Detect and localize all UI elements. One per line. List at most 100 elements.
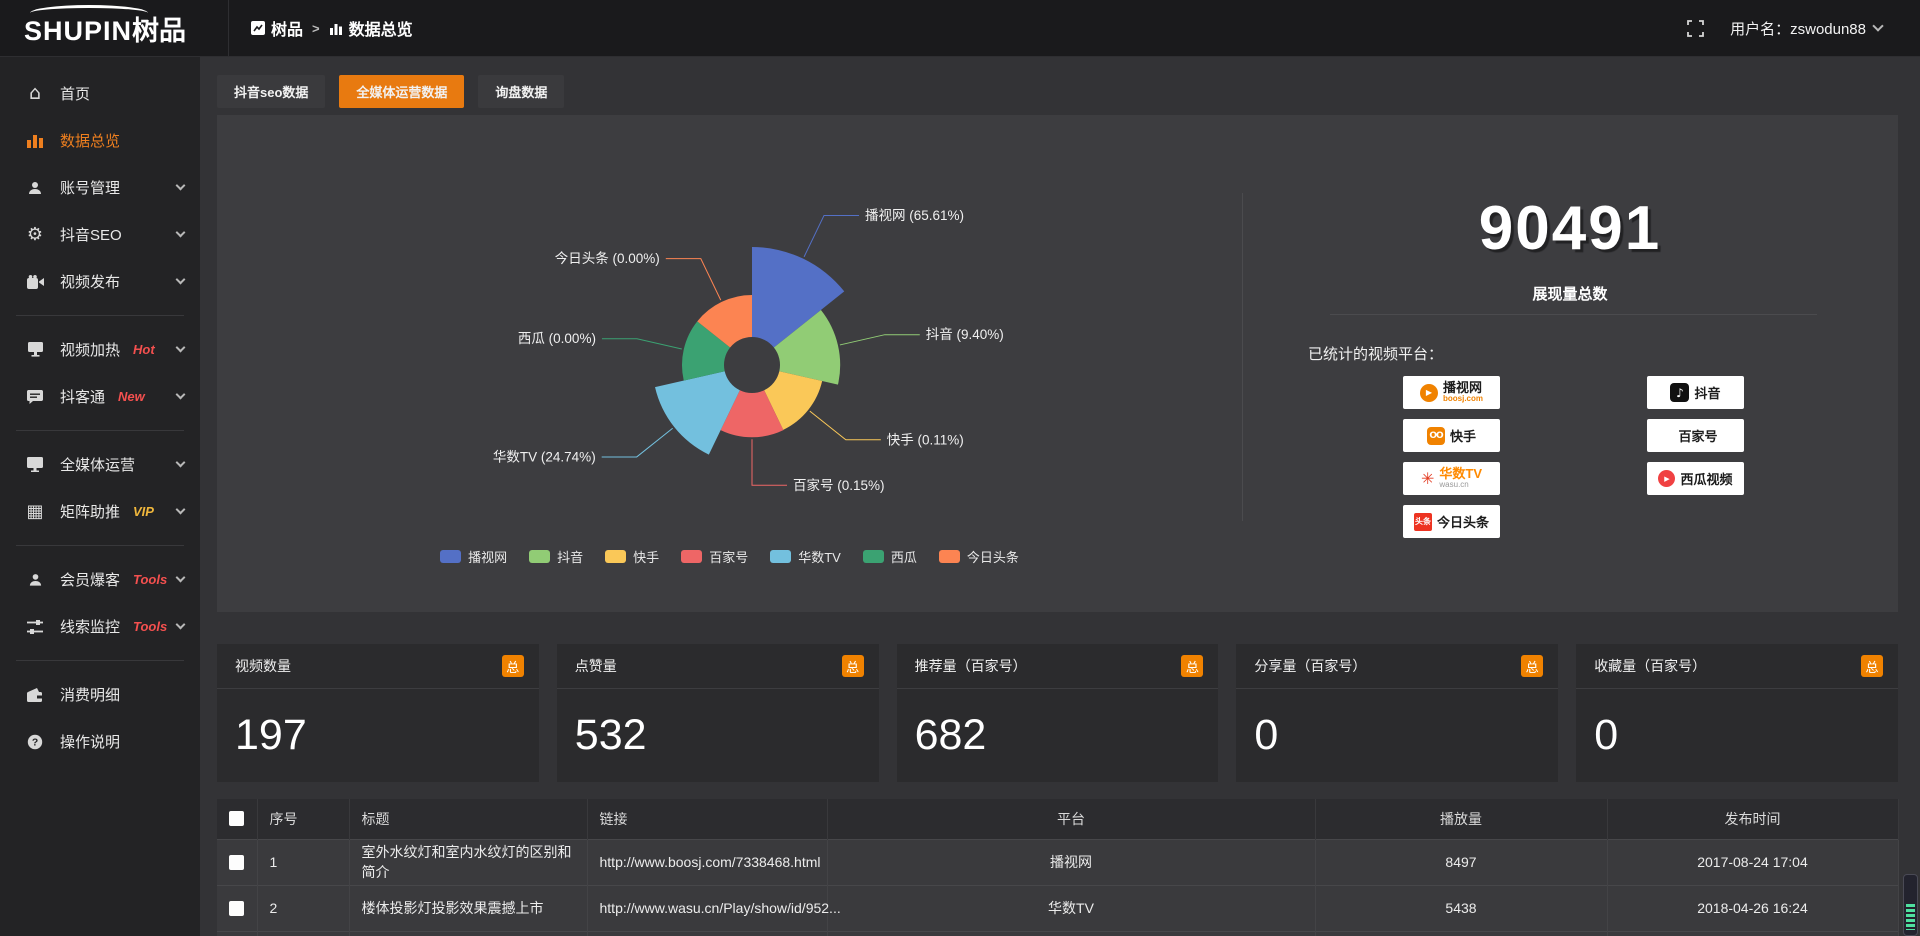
legend-swatch bbox=[770, 550, 792, 563]
breadcrumb-current[interactable]: 数据总览 bbox=[329, 16, 413, 40]
logo-text-en: SHUPIN bbox=[24, 15, 133, 46]
summary-divider bbox=[1330, 314, 1817, 315]
username[interactable]: 用户名：zswodun88 bbox=[1730, 18, 1884, 39]
topbar: SHUPIN树品 树品 > 数据总览 用户名：zswodun88 bbox=[0, 0, 1920, 57]
logo-arc bbox=[30, 4, 148, 21]
overview-panel: 播视网 (65.61%) 抖音 (9.40%) 快手 (0.11%) 百家号 (0.1… bbox=[217, 115, 1898, 612]
tab-omnimedia-data[interactable]: 全媒体运营数据 bbox=[339, 75, 465, 108]
sidebar-divider bbox=[16, 545, 184, 546]
chevron-down-icon bbox=[175, 274, 186, 285]
sidebar-item-spend-detail[interactable]: 消费明细 bbox=[0, 671, 200, 718]
row-checkbox[interactable] bbox=[229, 854, 245, 870]
tab-douyin-seo-data[interactable]: 抖音seo数据 bbox=[217, 75, 326, 108]
stat-value: 0 bbox=[1254, 711, 1279, 759]
chevron-down-icon bbox=[175, 504, 186, 515]
fullscreen-icon[interactable] bbox=[1687, 19, 1705, 37]
boosj-play-icon: ▶ bbox=[1419, 383, 1438, 402]
stat-value: 0 bbox=[1594, 711, 1619, 759]
legend-item[interactable]: 抖音 bbox=[529, 547, 583, 566]
sidebar-item-matrix-boost[interactable]: ▦ 矩阵助推 VIP bbox=[0, 488, 200, 535]
bar-chart-icon bbox=[25, 133, 45, 148]
cell-index: 1 bbox=[257, 838, 350, 885]
impressions-total-value: 90491 bbox=[1478, 194, 1662, 263]
legend-item[interactable]: 今日头条 bbox=[938, 547, 1019, 566]
sidebar: ⌂ 首页 数据总览 账号管理 ⚙ 抖音SEO 视频发布 视频加热 Hot bbox=[0, 57, 200, 936]
wasu-burst-icon: ✳ bbox=[1420, 469, 1435, 488]
wallet-icon bbox=[25, 687, 45, 702]
legend-swatch bbox=[681, 550, 703, 563]
sidebar-item-douyin-seo[interactable]: ⚙ 抖音SEO bbox=[0, 211, 200, 258]
sidebar-item-lead-monitor[interactable]: 线索监控 Tools bbox=[0, 603, 200, 650]
stat-card-favorite: 收藏量（百家号）总 0 bbox=[1576, 644, 1898, 782]
table-header-row: 序号 标题 链接 平台 播放量 发布时间 bbox=[217, 799, 1899, 839]
select-all-checkbox[interactable] bbox=[229, 811, 245, 827]
sidebar-item-home[interactable]: ⌂ 首页 bbox=[0, 70, 200, 117]
legend-item[interactable]: 快手 bbox=[605, 547, 659, 566]
sidebar-item-member-burst[interactable]: 会员爆客 Tools bbox=[0, 556, 200, 603]
cell-url-link[interactable]: http://www.boosj.com/7338468.html bbox=[587, 838, 828, 885]
legend-swatch bbox=[938, 550, 960, 563]
platforms-title: 已统计的视频平台： bbox=[1308, 346, 1444, 363]
sliders-icon bbox=[25, 619, 45, 634]
tools-badge: Tools bbox=[133, 572, 168, 587]
monitor-icon bbox=[25, 342, 45, 357]
vip-badge: VIP bbox=[133, 504, 154, 519]
summary-section: 90491 展现量总数 已统计的视频平台： ▶ 播视网 boosj.com OO … bbox=[1242, 115, 1898, 612]
cell-url-link[interactable]: http://www.wasu.cn/Play/show/id/952... bbox=[587, 884, 841, 931]
legend-item[interactable]: 西瓜 bbox=[862, 547, 917, 566]
douyin-note-icon: ♪ bbox=[1670, 383, 1690, 402]
svg-text:百家号 (0.15%): 百家号 (0.15%) bbox=[793, 477, 885, 493]
main-content: 抖音seo数据 全媒体运营数据 询盘数据 播视网 (65.61%) 抖音 (9.4… bbox=[200, 57, 1920, 936]
user-icon bbox=[25, 180, 45, 196]
breadcrumb-root[interactable]: 树品 bbox=[251, 16, 303, 40]
platform-badge-baijiahao: 百家号 bbox=[1647, 419, 1744, 452]
col-header-link: 链接 bbox=[587, 799, 828, 839]
col-header-platform: 平台 bbox=[827, 799, 1316, 839]
sidebar-item-video-publish[interactable]: 视频发布 bbox=[0, 258, 200, 305]
sidebar-item-help[interactable]: ? 操作说明 bbox=[0, 718, 200, 765]
chevron-down-icon bbox=[1872, 20, 1884, 32]
legend-item[interactable]: 百家号 bbox=[681, 547, 748, 566]
sidebar-item-data-overview[interactable]: 数据总览 bbox=[0, 117, 200, 164]
new-badge: New bbox=[118, 389, 145, 404]
platform-badges-left: ▶ 播视网 boosj.com OO 快手 ✳ 华数TV wasu.cn 头条 今日… bbox=[1403, 376, 1500, 538]
platform-badge-boosj: ▶ 播视网 boosj.com bbox=[1403, 376, 1500, 409]
sidebar-divider bbox=[16, 660, 184, 661]
col-header-plays: 播放量 bbox=[1315, 799, 1608, 839]
sidebar-item-douketong[interactable]: 抖客通 New bbox=[0, 373, 200, 420]
cell-title-link[interactable]: 室外水纹灯和室内水纹灯的区别和简介 bbox=[349, 838, 588, 885]
platform-badge-toutiao: 头条 今日头条 bbox=[1403, 505, 1500, 538]
xigua-play-icon: ▶ bbox=[1658, 470, 1676, 487]
cell-platform: 华数TV bbox=[827, 884, 1316, 931]
chevron-down-icon bbox=[175, 342, 186, 353]
cell-time: 2018-04-26 16:24 bbox=[1607, 884, 1899, 931]
legend-item[interactable]: 华数TV bbox=[770, 547, 841, 566]
bar-chart-icon bbox=[329, 23, 342, 35]
table-row: 2 楼体投影灯投影效果震撼上市 http://www.wasu.cn/Play/… bbox=[217, 884, 1899, 931]
total-badge: 总 bbox=[1860, 655, 1883, 677]
platform-badge-wasu: ✳ 华数TV wasu.cn bbox=[1403, 462, 1500, 495]
app-logo: SHUPIN树品 bbox=[0, 4, 200, 48]
display-icon bbox=[25, 457, 45, 472]
legend-item[interactable]: 播视网 bbox=[440, 547, 507, 566]
total-badge: 总 bbox=[1521, 655, 1544, 677]
cell-title-link[interactable]: 楼体投影灯投影效果震撼上市 bbox=[349, 884, 588, 931]
panel-divider bbox=[1242, 193, 1243, 521]
sidebar-item-video-heat[interactable]: 视频加热 Hot bbox=[0, 326, 200, 373]
sidebar-item-account[interactable]: 账号管理 bbox=[0, 164, 200, 211]
total-badge: 总 bbox=[1181, 655, 1204, 677]
home-icon: ⌂ bbox=[28, 82, 42, 104]
tab-inquiry-data[interactable]: 询盘数据 bbox=[478, 75, 565, 108]
breadcrumb-separator: > bbox=[312, 20, 320, 36]
stat-cards: 视频数量总 197 点赞量总 532 推荐量（百家号）总 682 分享量（百家号… bbox=[217, 644, 1898, 782]
toutiao-logo-icon: 头条 bbox=[1413, 512, 1432, 531]
svg-text:今日头条 (0.00%): 今日头条 (0.00%) bbox=[555, 250, 660, 266]
row-checkbox[interactable] bbox=[229, 900, 245, 916]
sidebar-item-omnimedia[interactable]: 全媒体运营 bbox=[0, 441, 200, 488]
chevron-down-icon bbox=[175, 180, 186, 191]
legend-swatch bbox=[529, 550, 551, 563]
floating-widget[interactable] bbox=[1903, 874, 1918, 936]
chart-line-icon bbox=[251, 21, 265, 35]
stat-value: 682 bbox=[914, 711, 987, 759]
platform-badges-right: ♪ 抖音 百家号 ▶ 西瓜视频 bbox=[1647, 376, 1744, 495]
